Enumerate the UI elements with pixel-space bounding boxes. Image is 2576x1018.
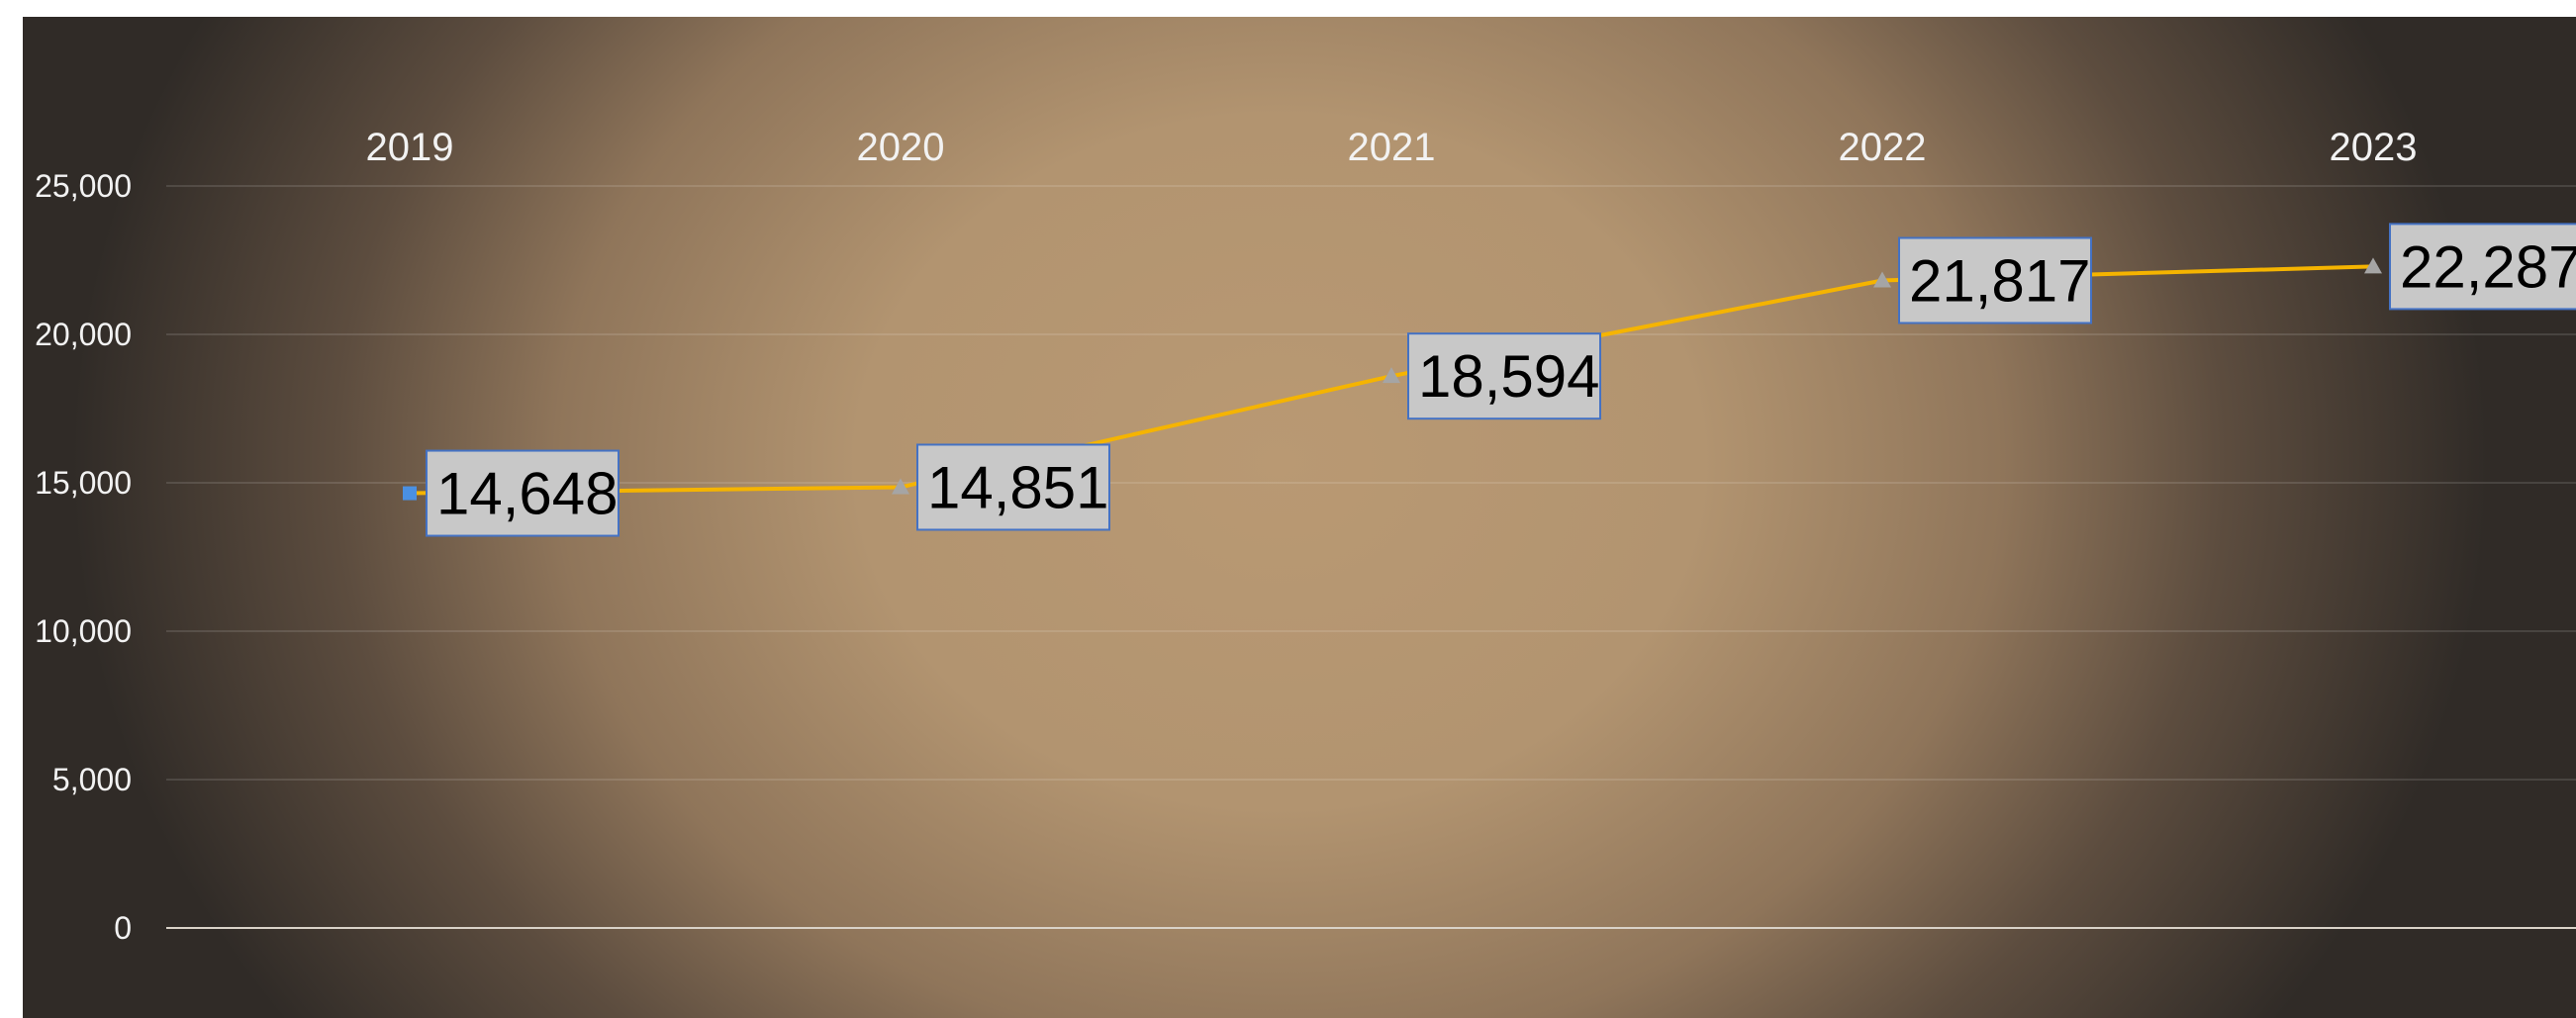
data-label-box <box>916 443 1110 531</box>
data-label: 18,594 <box>1407 332 1601 420</box>
data-point-marker <box>1873 271 1891 288</box>
data-label-text: 14,648 <box>436 461 619 527</box>
data-label: 22,287 <box>2389 223 2576 311</box>
data-label-text: 14,851 <box>927 454 1109 520</box>
x-tick-label: 2021 <box>1348 126 1436 169</box>
data-point-marker <box>2364 257 2382 274</box>
data-point-marker <box>1383 367 1400 384</box>
data-point-marker <box>892 478 909 495</box>
x-tick-label: 2023 <box>2330 126 2418 169</box>
x-tick-label: 2022 <box>1839 126 1927 169</box>
data-label: 14,648 <box>426 449 620 537</box>
data-label-box <box>1407 332 1601 420</box>
y-tick-label: 15,000 <box>35 465 132 501</box>
x-axis: 2019 2020 2021 2022 2023 <box>366 126 2418 169</box>
data-label-text: 18,594 <box>1418 343 1600 410</box>
data-point-marker <box>403 486 417 501</box>
y-tick-label: 0 <box>114 910 132 946</box>
y-tick-label: 10,000 <box>35 613 132 649</box>
data-label-box <box>1898 236 2092 324</box>
data-label-text: 22,287 <box>2400 233 2576 300</box>
y-tick-label: 20,000 <box>35 317 132 352</box>
data-label: 14,851 <box>916 443 1110 531</box>
chart-area: 0 5,000 10,000 15,000 20,000 25,000 2019 2020 2… <box>23 17 2576 1018</box>
data-labels: 14,648 14,851 18,594 21,817 22,287 <box>426 223 2576 537</box>
data-label: 21,817 <box>1898 236 2092 324</box>
gridlines <box>166 185 2576 929</box>
y-tick-label: 25,000 <box>35 168 132 204</box>
y-axis: 0 5,000 10,000 15,000 20,000 25,000 <box>35 168 132 946</box>
data-label-box <box>2389 223 2576 311</box>
y-tick-label: 5,000 <box>52 762 132 797</box>
x-tick-label: 2020 <box>857 126 945 169</box>
data-label-text: 21,817 <box>1909 247 2091 314</box>
markers <box>403 257 2382 501</box>
data-label-box <box>426 449 620 537</box>
x-tick-label: 2019 <box>366 126 454 169</box>
